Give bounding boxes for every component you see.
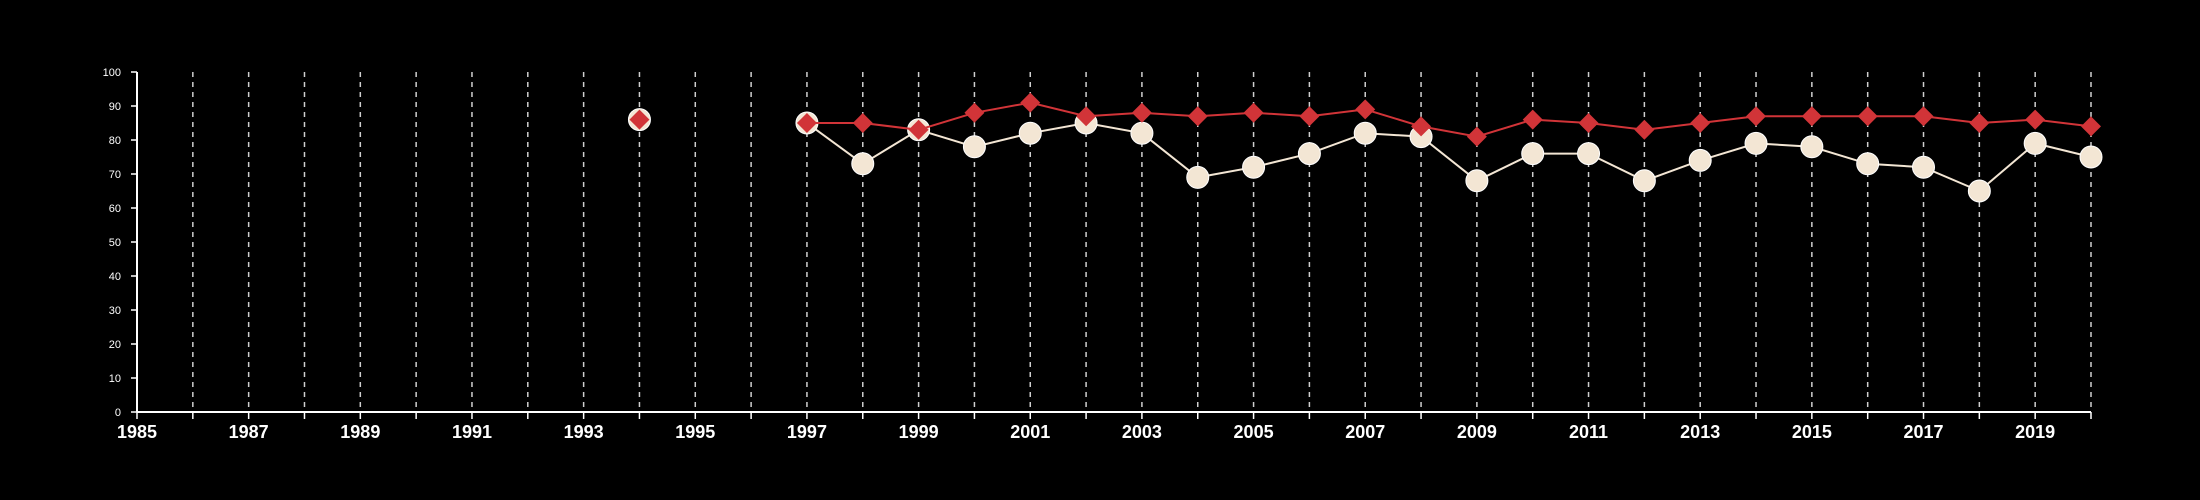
x-tick-label: 2007 (1345, 422, 1385, 442)
data-point-diamond (2081, 116, 2101, 137)
y-tick-label: 20 (109, 339, 121, 351)
data-point-diamond (852, 113, 873, 133)
data-point-diamond (1411, 116, 1432, 137)
data-point-diamond (1020, 92, 1041, 113)
y-tick-label: 60 (109, 203, 121, 215)
data-point-diamond (1355, 99, 1376, 120)
data-point-circle (1856, 152, 1880, 176)
x-tick-label: 2013 (1680, 422, 1720, 442)
data-point-diamond (1801, 106, 1822, 127)
data-point-circle (1521, 142, 1545, 166)
data-point-circle (1744, 131, 1768, 155)
x-tick-label: 2011 (1569, 422, 1608, 442)
x-tick-label: 1995 (675, 422, 715, 442)
data-point-diamond (1187, 106, 1208, 127)
x-tick-label: 2019 (2015, 422, 2055, 442)
x-tick-label: 2005 (1234, 422, 1274, 442)
data-point-diamond (1076, 106, 1097, 127)
data-point-diamond (1746, 106, 1767, 127)
x-tick-label: 2009 (1457, 422, 1497, 442)
series-line-circle (806, 121, 2092, 193)
data-point-circle (2079, 145, 2103, 169)
y-tick-label: 40 (109, 271, 121, 283)
data-point-circle (962, 135, 986, 159)
data-point-diamond (1969, 113, 1990, 133)
x-tick-label: 1985 (117, 422, 157, 442)
x-tick-label: 2015 (1792, 422, 1832, 442)
y-tick-label: 30 (109, 305, 121, 317)
data-point-diamond (1299, 106, 1320, 127)
data-point-circle (1465, 169, 1489, 193)
data-point-diamond (964, 102, 985, 123)
x-tick-label: 2003 (1122, 422, 1162, 442)
x-tick-label: 2001 (1010, 422, 1050, 442)
y-tick-label: 90 (109, 101, 121, 113)
axes: 0 10 20 30 40 50 60 70 80 90 100 1985 1987 1989 1991 19… (103, 67, 2092, 442)
data-point-circle (1967, 179, 1991, 203)
y-tick-label: 10 (109, 373, 121, 385)
gridlines (192, 72, 2092, 412)
x-tick-label: 1991 (452, 422, 492, 442)
data-point-diamond (629, 109, 650, 130)
data-point-circle (2023, 131, 2047, 155)
data-point-diamond (1131, 102, 1152, 123)
data-point-circle (1242, 155, 1266, 179)
data-point-circle (1688, 148, 1712, 172)
x-tick-label: 1999 (899, 422, 939, 442)
data-point-circle (1577, 142, 1601, 166)
data-point-circle (851, 152, 875, 176)
y-tick-label: 50 (109, 237, 121, 249)
data-point-diamond (2025, 109, 2046, 130)
data-point-diamond (796, 113, 817, 133)
data-point-circle (1632, 169, 1656, 193)
data-point-circle (1297, 142, 1321, 166)
data-point-circle (1130, 121, 1154, 145)
data-point-diamond (1690, 113, 1711, 133)
data-point-circle (1186, 165, 1210, 189)
y-tick-label: 70 (109, 169, 121, 181)
data-point-diamond (1466, 126, 1487, 147)
data-point-diamond (1522, 109, 1543, 130)
y-tick-label: 80 (109, 135, 121, 147)
x-tick-label: 1987 (229, 422, 269, 442)
data-point-diamond (1634, 119, 1655, 140)
data-point-circle (1800, 135, 1824, 159)
y-tick-label: 100 (103, 67, 121, 79)
x-tick-label: 2017 (1903, 422, 1943, 442)
x-tick-label: 1993 (564, 422, 604, 442)
data-point-diamond (1243, 102, 1264, 123)
x-tick-label: 1989 (340, 422, 380, 442)
data-point-diamond (1913, 106, 1934, 127)
data-point-diamond (908, 119, 929, 140)
data-point-diamond (1857, 106, 1878, 127)
data-point-diamond (1578, 113, 1599, 133)
data-point-circle (1353, 121, 1377, 145)
y-tick-label: 0 (115, 407, 121, 419)
x-tick-label: 1997 (787, 422, 827, 442)
data-point-circle (1018, 121, 1042, 145)
series-line-diamond (806, 101, 2092, 138)
series-diamond (629, 92, 2101, 147)
data-point-circle (1912, 155, 1936, 179)
series (627, 92, 2103, 203)
